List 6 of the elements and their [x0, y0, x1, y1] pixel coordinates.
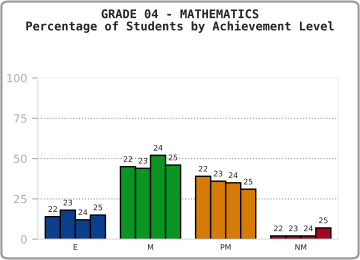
y-tick-label: 25: [14, 194, 26, 204]
y-tick-label: 100: [7, 74, 27, 82]
y-tick-label: 0: [21, 235, 27, 244]
chart-title: GRADE 04 - MATHEMATICS Percentage of Students by Achievement Level: [26, 9, 334, 33]
y-tick-label: 75: [14, 114, 26, 123]
y-tick-label: 50: [14, 154, 27, 163]
